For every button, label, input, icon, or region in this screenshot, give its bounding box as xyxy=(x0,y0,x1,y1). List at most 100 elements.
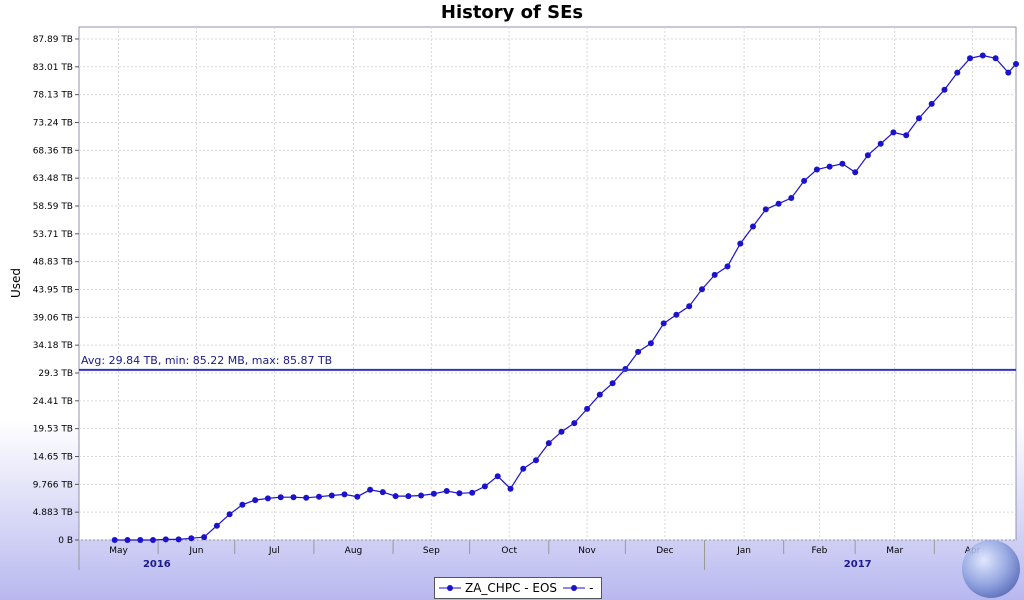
data-point xyxy=(839,160,846,167)
x-tick-label: Aug xyxy=(345,546,363,556)
y-axis: 0 B 4.883 TB 9.766 TB 14.65 TB 19.53 TB 24.41… xyxy=(33,35,79,546)
data-point xyxy=(264,495,271,502)
data-point xyxy=(916,115,922,122)
legend-label: ZA_CHPC - EOS xyxy=(465,581,558,595)
data-point xyxy=(750,223,756,230)
y-tick-label: 24.41 TB xyxy=(33,397,73,407)
data-point xyxy=(367,486,374,493)
data-point xyxy=(903,132,910,139)
x-tick-label: Jun xyxy=(188,546,203,556)
data-point xyxy=(852,169,859,176)
data-point xyxy=(826,163,833,170)
data-point xyxy=(992,55,999,62)
data-point xyxy=(201,534,208,541)
x-tick-label: Dec xyxy=(656,546,673,556)
chart-title: History of SEs xyxy=(441,2,583,23)
data-point xyxy=(188,535,195,542)
data-point xyxy=(111,537,118,543)
data-point xyxy=(711,271,718,278)
data-point xyxy=(418,492,425,499)
data-point xyxy=(635,348,642,355)
data-point xyxy=(609,380,616,387)
grid xyxy=(79,27,1016,541)
legend-marker-icon xyxy=(563,585,586,591)
data-point xyxy=(494,473,501,480)
data-point xyxy=(801,177,808,184)
data-point xyxy=(124,537,131,543)
data-point xyxy=(277,494,284,501)
data-point xyxy=(890,129,897,136)
data-point xyxy=(571,420,578,427)
y-tick-label: 14.65 TB xyxy=(33,452,73,462)
data-point xyxy=(392,493,399,500)
data-point xyxy=(252,497,259,504)
data-point xyxy=(316,493,322,500)
data-point xyxy=(137,537,144,543)
data-point xyxy=(481,483,488,490)
data-point xyxy=(533,457,539,464)
data-point xyxy=(239,501,246,508)
y-tick-label: 0 B xyxy=(58,536,73,546)
data-point xyxy=(954,69,961,76)
data-point xyxy=(813,166,820,173)
legend: ZA_CHPC - EOS - xyxy=(434,577,603,599)
y-tick-label: 73.24 TB xyxy=(33,118,73,128)
x-tick-label: Jul xyxy=(268,546,280,556)
data-point xyxy=(864,152,871,159)
data-point xyxy=(775,200,782,207)
data-point xyxy=(673,311,680,318)
y-tick-label: 78.13 TB xyxy=(33,91,73,101)
y-tick-label: 39.06 TB xyxy=(33,313,73,323)
data-point xyxy=(469,489,476,496)
x-tick-label: Sep xyxy=(423,546,440,556)
data-point xyxy=(941,86,948,93)
year-label: 2016 xyxy=(143,559,171,570)
y-tick-label: 19.53 TB xyxy=(33,425,73,435)
y-tick-label: 29.3 TB xyxy=(38,369,73,379)
data-point xyxy=(1005,69,1012,76)
data-point xyxy=(456,490,463,497)
data-point xyxy=(558,428,565,435)
data-point xyxy=(584,405,591,412)
x-tick-label: Nov xyxy=(578,546,596,556)
x-tick-label: Oct xyxy=(501,546,517,556)
legend-label: - xyxy=(589,581,594,595)
data-point xyxy=(877,140,884,147)
x-tick-label: May xyxy=(109,546,128,556)
y-axis-label: Used xyxy=(9,268,23,298)
data-point xyxy=(175,536,182,543)
legend-item-series-2: - xyxy=(563,581,593,595)
globe-logo-icon xyxy=(962,540,1020,598)
data-point xyxy=(405,493,412,500)
data-point xyxy=(213,522,220,529)
y-tick-label: 34.18 TB xyxy=(33,341,73,351)
data-point xyxy=(520,465,527,472)
y-tick-label: 48.83 TB xyxy=(33,258,73,268)
data-point xyxy=(226,511,233,518)
y-tick-label: 9.766 TB xyxy=(33,480,73,490)
data-point xyxy=(150,537,156,543)
data-point xyxy=(430,490,437,497)
data-point xyxy=(596,391,603,398)
data-point xyxy=(737,240,744,247)
data-point xyxy=(686,303,693,310)
data-point xyxy=(788,195,795,201)
series-layer xyxy=(111,52,1019,543)
data-point xyxy=(660,320,667,327)
data-point xyxy=(443,488,450,494)
data-point xyxy=(545,440,552,447)
y-tick-label: 53.71 TB xyxy=(33,230,73,240)
x-tick-label: Jan xyxy=(736,546,751,556)
data-point xyxy=(967,55,973,62)
data-point xyxy=(341,491,348,498)
data-point xyxy=(162,536,169,543)
y-tick-label: 4.883 TB xyxy=(33,508,73,518)
data-point xyxy=(979,52,986,59)
plot-area xyxy=(78,26,1017,541)
y-tick-label: 63.48 TB xyxy=(33,174,73,184)
data-point xyxy=(647,340,654,347)
data-point xyxy=(724,263,731,270)
y-tick-label: 58.59 TB xyxy=(33,202,73,212)
legend-marker-icon xyxy=(439,585,461,591)
